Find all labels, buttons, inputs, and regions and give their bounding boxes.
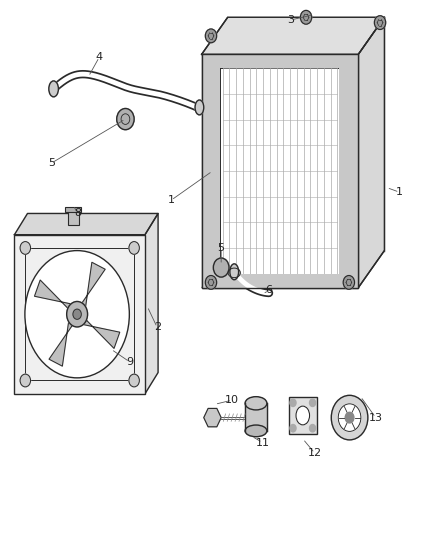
Bar — [245, 403, 267, 431]
Bar — [25, 248, 134, 381]
Circle shape — [338, 404, 361, 431]
Bar — [201, 274, 358, 288]
Bar — [289, 398, 317, 433]
Circle shape — [67, 302, 88, 327]
Circle shape — [374, 15, 386, 29]
Text: 5: 5 — [48, 158, 55, 168]
Circle shape — [331, 395, 368, 440]
Ellipse shape — [228, 268, 240, 278]
Bar — [201, 54, 220, 288]
Text: 6: 6 — [265, 285, 272, 295]
Circle shape — [343, 276, 354, 289]
Text: 13: 13 — [369, 413, 383, 423]
Text: 11: 11 — [255, 438, 269, 448]
Bar — [67, 209, 79, 224]
Text: 9: 9 — [126, 357, 133, 367]
Polygon shape — [49, 322, 72, 366]
Circle shape — [20, 374, 31, 387]
Ellipse shape — [296, 406, 310, 425]
Circle shape — [20, 241, 31, 254]
Circle shape — [205, 276, 217, 289]
Circle shape — [290, 399, 296, 407]
Circle shape — [117, 109, 134, 130]
Circle shape — [25, 251, 129, 378]
Circle shape — [310, 424, 316, 432]
Text: 10: 10 — [225, 395, 239, 405]
Ellipse shape — [245, 397, 267, 410]
Polygon shape — [35, 280, 71, 308]
Ellipse shape — [245, 425, 267, 437]
Bar — [201, 54, 358, 68]
Circle shape — [129, 241, 139, 254]
Polygon shape — [201, 17, 385, 54]
Circle shape — [310, 399, 316, 407]
Circle shape — [129, 374, 139, 387]
Text: 4: 4 — [96, 52, 103, 62]
Bar — [201, 54, 358, 288]
Polygon shape — [83, 320, 120, 349]
Bar — [65, 207, 81, 213]
Circle shape — [290, 424, 296, 432]
Circle shape — [73, 309, 81, 319]
Circle shape — [205, 29, 217, 43]
Text: 5: 5 — [218, 243, 225, 253]
Polygon shape — [14, 214, 158, 235]
Ellipse shape — [230, 264, 239, 280]
Bar — [14, 235, 145, 394]
Text: 8: 8 — [74, 208, 81, 219]
Ellipse shape — [195, 100, 204, 115]
Text: 2: 2 — [154, 322, 161, 333]
Ellipse shape — [49, 81, 58, 97]
Polygon shape — [358, 17, 385, 288]
Polygon shape — [145, 214, 158, 394]
Text: 1: 1 — [168, 195, 175, 205]
Text: 1: 1 — [396, 187, 403, 197]
Text: 12: 12 — [307, 448, 322, 458]
Text: 3: 3 — [287, 15, 294, 25]
Circle shape — [300, 11, 312, 24]
Circle shape — [213, 258, 229, 277]
Bar — [201, 54, 358, 288]
Bar — [339, 54, 358, 288]
Circle shape — [345, 413, 354, 423]
Polygon shape — [82, 262, 105, 306]
